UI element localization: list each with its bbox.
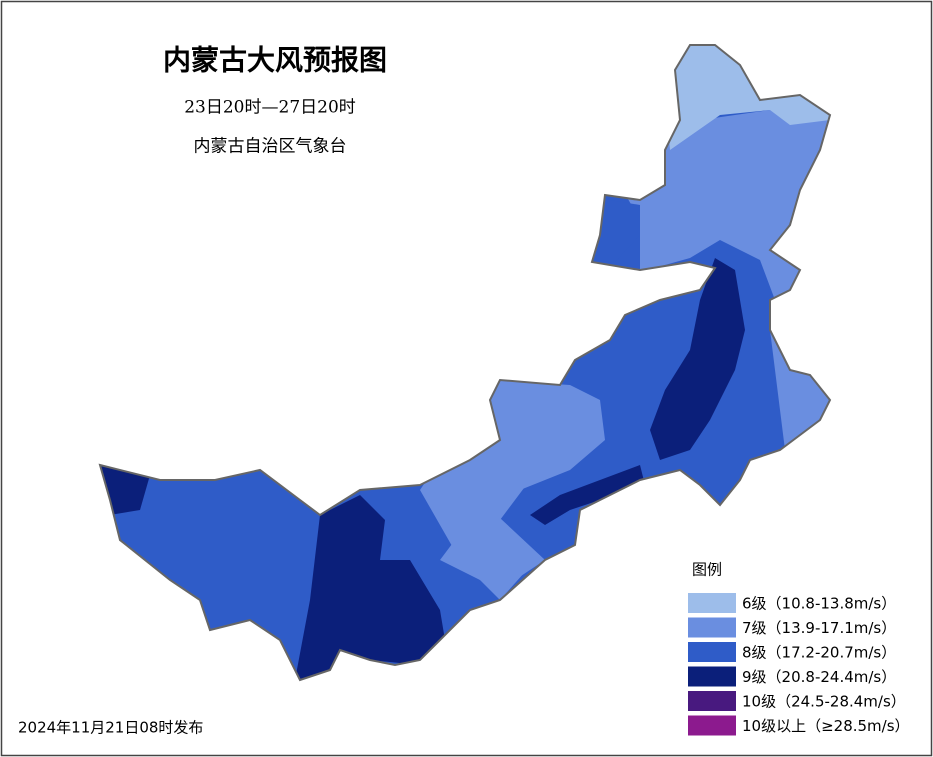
map-title: 内蒙古大风预报图 bbox=[163, 44, 387, 77]
legend-swatch bbox=[688, 691, 736, 711]
legend-swatch bbox=[688, 617, 736, 638]
legend-swatch bbox=[688, 593, 736, 613]
zone-8 bbox=[595, 200, 640, 262]
zone-9 bbox=[530, 465, 645, 525]
issue-date: 2024年11月21日08时发布 bbox=[18, 719, 203, 737]
legend-swatch bbox=[688, 715, 736, 736]
legend-label: 10级（24.5-28.4m/s） bbox=[742, 693, 906, 711]
legend-label: 8级（17.2-20.7m/s） bbox=[742, 644, 896, 662]
zone-7 bbox=[420, 480, 540, 600]
legend-label: 9级（20.8-24.4m/s） bbox=[742, 668, 896, 686]
zone-9 bbox=[295, 495, 445, 680]
legend-swatch bbox=[688, 666, 736, 687]
zone-9 bbox=[650, 258, 745, 460]
legend-swatch bbox=[688, 642, 736, 662]
map-issuer: 内蒙古自治区气象台 bbox=[194, 137, 347, 157]
legend-label: 10级以上（≥28.5m/s） bbox=[742, 717, 910, 735]
legend-label: 7级（13.9-17.1m/s） bbox=[742, 619, 896, 637]
legend-label: 6级（10.8-13.8m/s） bbox=[742, 595, 896, 613]
legend-title: 图例 bbox=[692, 561, 722, 579]
map-subtitle: 23日20时—27日20时 bbox=[184, 98, 356, 118]
